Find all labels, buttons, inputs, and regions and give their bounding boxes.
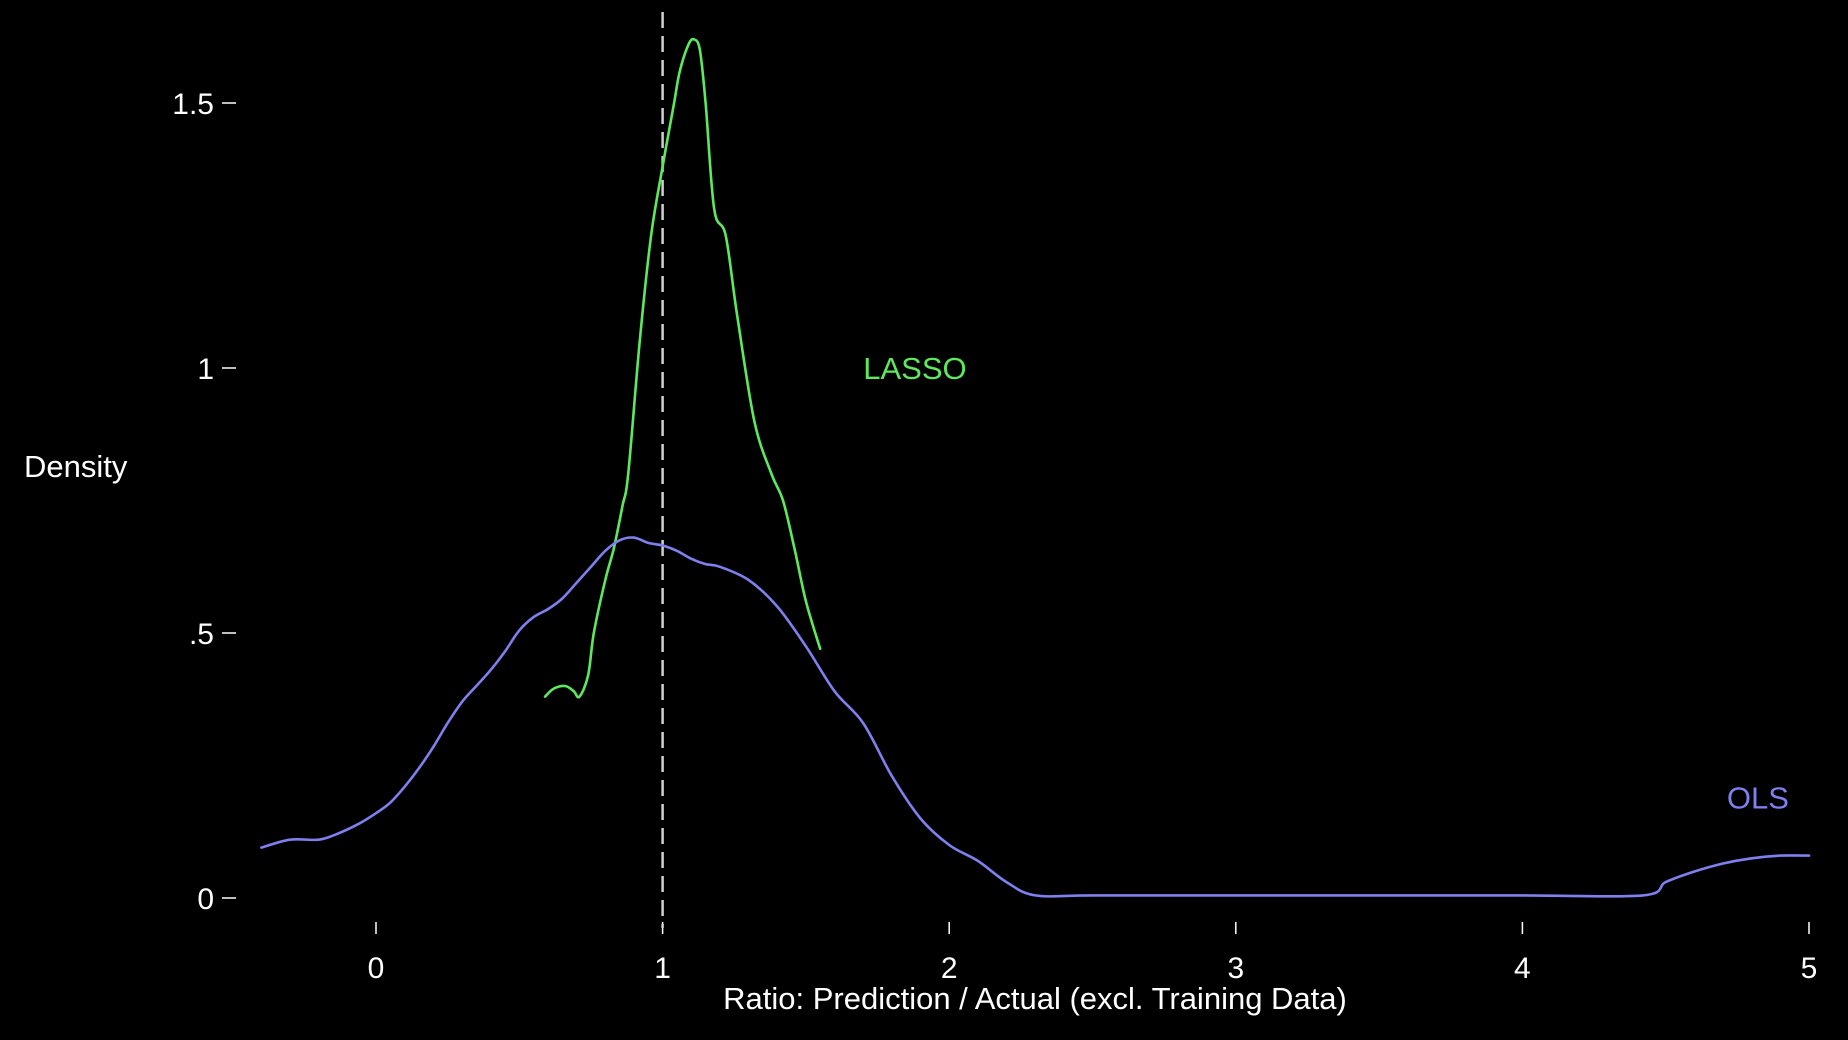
y-tick-label: 0 xyxy=(197,883,214,916)
x-axis: 0 1 2 3 4 5 xyxy=(368,922,1818,985)
series-label-ols: OLS xyxy=(1727,780,1789,815)
series-line-lasso xyxy=(543,37,822,699)
x-tick-label: 2 xyxy=(941,952,958,985)
series-label-lasso: LASSO xyxy=(863,351,966,386)
x-tick-label: 0 xyxy=(368,952,385,985)
x-axis-title: Ratio: Prediction / Actual (excl. Traini… xyxy=(723,981,1347,1016)
y-tick-label: 1.5 xyxy=(172,88,214,121)
x-tick-label: 5 xyxy=(1801,952,1818,985)
series-line-ols xyxy=(260,536,1811,898)
x-tick-label: 4 xyxy=(1514,952,1531,985)
series-labels: LASSO OLS xyxy=(863,351,1789,815)
y-tick-label: 1 xyxy=(197,353,214,386)
x-tick-label: 3 xyxy=(1227,952,1244,985)
y-axis-title: Density xyxy=(24,449,128,484)
y-axis: 0 .5 1 1.5 xyxy=(172,88,236,916)
series-layer xyxy=(260,37,1811,898)
x-tick-label: 1 xyxy=(654,952,671,985)
y-tick-label: .5 xyxy=(189,618,214,651)
